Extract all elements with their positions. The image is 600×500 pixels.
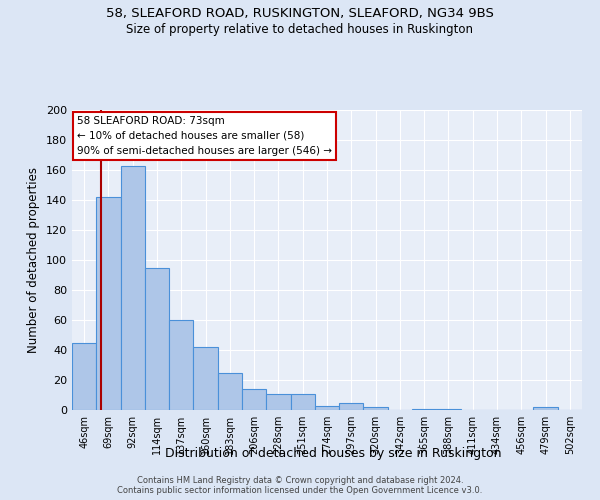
Y-axis label: Number of detached properties: Number of detached properties <box>28 167 40 353</box>
Text: 58 SLEAFORD ROAD: 73sqm
← 10% of detached houses are smaller (58)
90% of semi-de: 58 SLEAFORD ROAD: 73sqm ← 10% of detache… <box>77 116 332 156</box>
Text: Distribution of detached houses by size in Ruskington: Distribution of detached houses by size … <box>165 448 501 460</box>
Bar <box>290 394 315 410</box>
Text: 58, SLEAFORD ROAD, RUSKINGTON, SLEAFORD, NG34 9BS: 58, SLEAFORD ROAD, RUSKINGTON, SLEAFORD,… <box>106 8 494 20</box>
Bar <box>266 394 290 410</box>
Bar <box>121 166 145 410</box>
Bar <box>364 407 388 410</box>
Bar <box>96 197 121 410</box>
Bar <box>218 372 242 410</box>
Bar <box>193 347 218 410</box>
Bar <box>72 342 96 410</box>
Bar <box>339 402 364 410</box>
Bar <box>242 389 266 410</box>
Bar <box>169 320 193 410</box>
Bar <box>533 407 558 410</box>
Bar <box>412 408 436 410</box>
Text: Size of property relative to detached houses in Ruskington: Size of property relative to detached ho… <box>127 22 473 36</box>
Bar <box>145 268 169 410</box>
Bar <box>436 408 461 410</box>
Bar <box>315 406 339 410</box>
Text: Contains HM Land Registry data © Crown copyright and database right 2024.
Contai: Contains HM Land Registry data © Crown c… <box>118 476 482 495</box>
